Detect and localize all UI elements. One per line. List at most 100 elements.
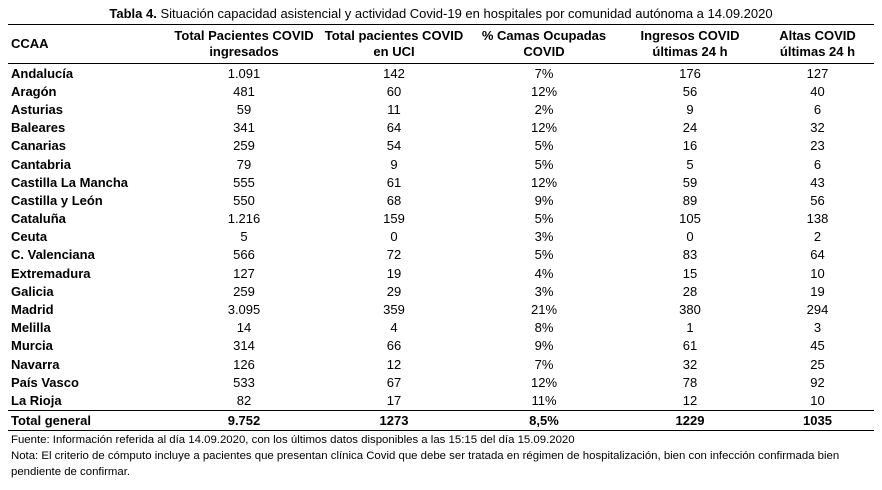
value-cell: 380 bbox=[679, 302, 701, 318]
value-cell: 4% bbox=[534, 265, 554, 281]
region-name-cell: Ceuta bbox=[11, 229, 48, 245]
region-name-cell: Galicia bbox=[11, 283, 54, 299]
table-header-row: CCAA Total Pacientes COVID ingresados Total… bbox=[8, 24, 874, 64]
value-cell: 61 bbox=[682, 338, 698, 354]
value-cell: 82 bbox=[236, 392, 252, 408]
value-cell: 126 bbox=[233, 356, 255, 372]
table-row: Cataluña 1.216 159 5% 105 138 bbox=[8, 210, 874, 228]
region-name-cell: Asturias bbox=[11, 101, 64, 117]
column-header-line: % Camas Ocupadas bbox=[481, 28, 607, 43]
value-cell: 566 bbox=[233, 247, 255, 263]
value-cell: 10 bbox=[810, 392, 825, 408]
value-cell: 5 bbox=[240, 229, 248, 245]
table-row: Asturias 59 11 2% 9 6 bbox=[8, 100, 874, 118]
caption-text: Situación capacidad asistencial y activi… bbox=[160, 6, 773, 21]
value-cell: 9% bbox=[534, 192, 554, 208]
value-cell: 60 bbox=[386, 83, 402, 99]
value-cell: 8% bbox=[534, 320, 554, 336]
value-cell: 72 bbox=[386, 247, 402, 263]
table-caption: Tabla 4. Situación capacidad asistencial… bbox=[0, 6, 882, 22]
column-header: Total pacientes COVID en UCI bbox=[319, 24, 469, 64]
value-cell: 5% bbox=[534, 211, 554, 227]
value-cell: 17 bbox=[386, 392, 402, 408]
source-note: Fuente: Información referida al día 14.0… bbox=[11, 434, 575, 446]
value-cell: 45 bbox=[810, 338, 825, 354]
value-cell: 10 bbox=[810, 265, 825, 281]
value-cell: 159 bbox=[383, 211, 405, 227]
value-cell: 105 bbox=[679, 211, 701, 227]
value-cell: 1.091 bbox=[227, 65, 261, 81]
column-header: CCAA bbox=[8, 24, 169, 64]
value-cell: 16 bbox=[682, 138, 698, 154]
column-header: Altas COVID últimas 24 h bbox=[761, 24, 874, 64]
total-value-cell: 1229 bbox=[619, 409, 761, 431]
value-cell: 9% bbox=[534, 338, 554, 354]
total-row: Total general 9.752 1273 8,5% 1229 1035 bbox=[8, 409, 874, 431]
value-cell: 43 bbox=[810, 174, 825, 190]
value-cell: 7% bbox=[534, 356, 554, 372]
value-cell: 79 bbox=[236, 156, 252, 172]
value-cell: 3% bbox=[534, 229, 554, 245]
region-name-cell: Melilla bbox=[11, 320, 51, 336]
region-name-cell: Cantabria bbox=[11, 156, 71, 172]
value-cell: 9 bbox=[390, 156, 398, 172]
value-cell: 6 bbox=[813, 156, 822, 172]
region-name-cell: Castilla La Mancha bbox=[11, 174, 129, 190]
value-cell: 11% bbox=[531, 392, 557, 408]
value-cell: 40 bbox=[810, 83, 825, 99]
table-notes: Fuente: Información referida al día 14.0… bbox=[11, 432, 877, 480]
value-cell: 4 bbox=[390, 320, 398, 336]
region-name-cell: Canarias bbox=[11, 138, 66, 154]
total-value-cell: 9.752 bbox=[169, 409, 319, 431]
value-cell: 550 bbox=[233, 192, 255, 208]
value-cell: 5% bbox=[534, 247, 554, 263]
value-cell: 59 bbox=[682, 174, 698, 190]
value-cell: 127 bbox=[233, 265, 255, 281]
value-cell: 533 bbox=[233, 374, 255, 390]
column-header-line: CCAA bbox=[11, 36, 49, 51]
table-row: Ceuta 5 0 3% 0 2 bbox=[8, 228, 874, 246]
value-cell: 5% bbox=[534, 138, 554, 154]
value-cell: 15 bbox=[682, 265, 698, 281]
value-cell: 12% bbox=[530, 174, 558, 190]
value-cell: 9 bbox=[686, 101, 694, 117]
value-cell: 259 bbox=[233, 138, 255, 154]
value-cell: 1.216 bbox=[227, 211, 261, 227]
region-name-cell: Aragón bbox=[11, 83, 57, 99]
region-name-cell: Extremadura bbox=[11, 265, 91, 281]
value-cell: 21% bbox=[530, 302, 558, 318]
value-cell: 0 bbox=[390, 229, 398, 245]
value-cell: 3% bbox=[534, 283, 554, 299]
value-cell: 56 bbox=[810, 192, 825, 208]
value-cell: 19 bbox=[386, 265, 402, 281]
region-name-cell: Andalucía bbox=[11, 65, 74, 81]
value-cell: 11 bbox=[387, 101, 401, 117]
value-cell: 28 bbox=[682, 283, 698, 299]
table-row: Canarias 259 54 5% 16 23 bbox=[8, 137, 874, 155]
value-cell: 64 bbox=[386, 120, 402, 136]
value-cell: 5% bbox=[534, 156, 554, 172]
value-cell: 56 bbox=[682, 83, 698, 99]
table-body: Andalucía 1.091 142 7% 176 127 Aragón 481 60 12% 5… bbox=[8, 64, 874, 411]
value-cell: 89 bbox=[682, 192, 698, 208]
column-header-line: Total Pacientes COVID bbox=[174, 28, 314, 43]
table-row: Melilla 14 4 8% 1 3 bbox=[8, 319, 874, 337]
value-cell: 142 bbox=[383, 65, 405, 81]
value-cell: 138 bbox=[806, 211, 829, 227]
value-cell: 66 bbox=[386, 338, 402, 354]
value-cell: 12% bbox=[530, 120, 558, 136]
value-cell: 54 bbox=[386, 138, 402, 154]
column-header-line: COVID bbox=[523, 44, 565, 59]
value-cell: 1 bbox=[686, 320, 694, 336]
region-name-cell: Navarra bbox=[11, 356, 60, 372]
value-cell: 23 bbox=[810, 138, 825, 154]
table-row: La Rioja 82 17 11% 12 10 bbox=[8, 391, 874, 410]
table-row: Cantabria 79 9 5% 5 6 bbox=[8, 155, 874, 173]
value-cell: 176 bbox=[679, 65, 701, 81]
region-name-cell: Cataluña bbox=[11, 211, 66, 227]
region-name-cell: Baleares bbox=[11, 120, 66, 136]
region-name-cell: País Vasco bbox=[11, 374, 79, 390]
region-name-cell: Murcia bbox=[11, 338, 53, 354]
total-value-cell: 8,5% bbox=[469, 409, 619, 431]
value-cell: 68 bbox=[386, 192, 402, 208]
